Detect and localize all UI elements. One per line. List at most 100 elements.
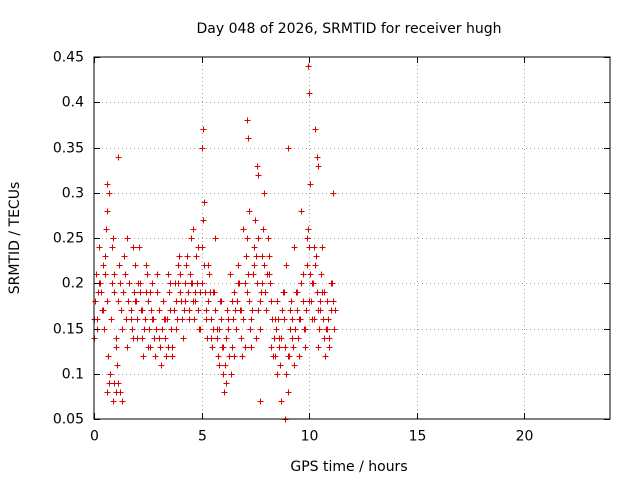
data-point (190, 226, 197, 233)
data-point (277, 362, 284, 369)
data-point (312, 262, 319, 269)
data-point (255, 172, 262, 179)
data-point (186, 307, 193, 314)
data-point (158, 362, 165, 369)
data-point (233, 326, 240, 333)
data-point (130, 244, 137, 251)
data-point (283, 262, 290, 269)
data-point (105, 353, 112, 360)
data-point (141, 326, 148, 333)
data-point (268, 298, 275, 305)
data-point (140, 353, 147, 360)
data-point (294, 307, 301, 314)
data-point (247, 326, 254, 333)
data-point (229, 344, 236, 351)
data-point (113, 344, 120, 351)
data-point (136, 244, 143, 251)
data-point (282, 344, 289, 351)
data-point (129, 326, 136, 333)
data-point (300, 298, 307, 305)
data-point (307, 271, 314, 278)
data-point (165, 344, 172, 351)
data-point (104, 389, 111, 396)
data-point (193, 253, 200, 260)
data-point (251, 262, 258, 269)
data-point (180, 335, 187, 342)
data-point (188, 235, 195, 242)
data-point (115, 298, 122, 305)
data-point (108, 316, 115, 323)
data-point (238, 307, 245, 314)
data-point (223, 380, 230, 387)
data-point (311, 244, 318, 251)
data-point (294, 289, 301, 296)
data-point (119, 398, 126, 405)
data-point (274, 298, 281, 305)
data-point (126, 280, 133, 287)
data-point (216, 362, 223, 369)
data-point (244, 117, 251, 124)
data-point (228, 371, 235, 378)
data-point (291, 362, 298, 369)
data-point (270, 353, 277, 360)
data-point (248, 344, 255, 351)
data-point (100, 307, 107, 314)
data-point (326, 344, 333, 351)
data-point (324, 326, 331, 333)
data-point (246, 208, 253, 215)
data-point (116, 262, 123, 269)
x-tick-label: 15 (409, 429, 427, 445)
data-point (253, 335, 260, 342)
data-point (137, 280, 144, 287)
data-point (302, 326, 309, 333)
data-point (156, 335, 163, 342)
y-tick-label: 0.15 (53, 322, 84, 338)
data-point (197, 326, 204, 333)
data-point (254, 163, 261, 170)
data-point (239, 353, 246, 360)
data-point (124, 344, 131, 351)
data-point (212, 307, 219, 314)
data-point (304, 235, 311, 242)
data-point (248, 316, 255, 323)
data-point (298, 280, 305, 287)
data-point (104, 181, 111, 188)
data-point (148, 307, 155, 314)
data-point (175, 280, 182, 287)
data-point (227, 271, 234, 278)
data-point (276, 344, 283, 351)
data-point (96, 244, 103, 251)
data-point (259, 280, 266, 287)
data-point (179, 316, 186, 323)
data-point (220, 344, 227, 351)
data-point (175, 262, 182, 269)
data-point (110, 398, 117, 405)
data-point (120, 289, 127, 296)
data-point (295, 335, 302, 342)
x-axis-label: GPS time / hours (290, 459, 407, 475)
data-point (165, 271, 172, 278)
data-point (243, 253, 250, 260)
data-point (279, 307, 286, 314)
data-point (304, 262, 311, 269)
data-point (261, 190, 268, 197)
data-point (187, 271, 194, 278)
data-point (149, 280, 156, 287)
data-point (125, 298, 132, 305)
data-point (265, 235, 272, 242)
y-axis-label: SRMTID / TECUs (7, 182, 23, 295)
data-point (257, 398, 264, 405)
data-point (215, 353, 222, 360)
data-point (314, 154, 321, 161)
data-point (214, 326, 221, 333)
data-point (316, 326, 323, 333)
data-point (205, 298, 212, 305)
data-point (328, 280, 335, 287)
data-point (152, 353, 159, 360)
data-point (250, 271, 257, 278)
data-point (261, 262, 268, 269)
data-point (186, 316, 193, 323)
data-point (157, 344, 164, 351)
data-point (317, 307, 324, 314)
data-point (209, 344, 216, 351)
